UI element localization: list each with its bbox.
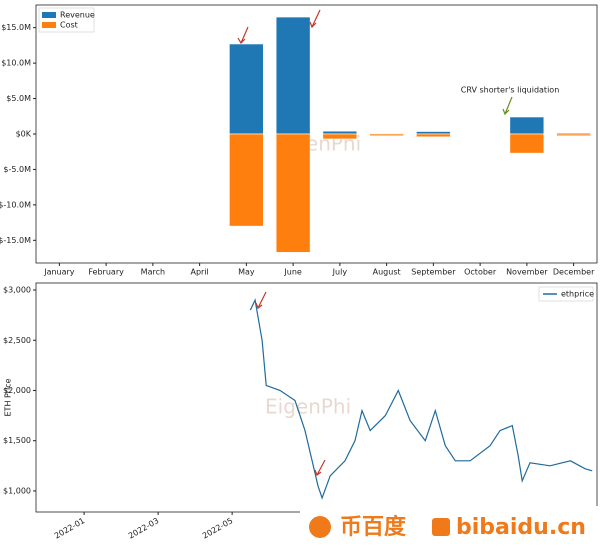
y-tick-label: $1,000 — [3, 486, 31, 495]
legend-swatch — [42, 12, 56, 18]
x-tick-label: November — [506, 268, 548, 277]
arrow — [502, 96, 513, 116]
arrow — [309, 9, 321, 29]
banner-brand: 币百度 — [340, 514, 407, 540]
banner-logo — [309, 516, 331, 538]
y-tick-label: $-15.0M — [0, 236, 31, 245]
arrow — [255, 291, 267, 309]
bar — [509, 133, 545, 154]
bar — [229, 43, 264, 135]
plot-frame — [35, 4, 598, 264]
x-tick-label: August — [373, 268, 401, 277]
y-tick-label: $2,500 — [3, 336, 31, 345]
annotation: CRV shorter's liquidation — [461, 86, 560, 95]
banner-icon — [432, 518, 450, 536]
y-tick-label: $2,000 — [3, 386, 31, 395]
banner: 币百度 bibaidu.cn — [300, 506, 600, 548]
x-tick-label: July — [332, 268, 348, 277]
legend-swatch — [42, 22, 56, 28]
bar — [369, 133, 404, 137]
y-tick-label: $5.0M — [6, 94, 31, 103]
x-tick-label: January — [43, 268, 75, 277]
bar — [509, 116, 545, 135]
legend-box — [538, 286, 594, 302]
x-tick-label: October — [464, 268, 497, 277]
arrow — [314, 459, 326, 476]
bar — [322, 130, 358, 135]
y-tick-label: $-10.0M — [0, 200, 31, 209]
bar — [556, 133, 591, 137]
x-tick-label: September — [411, 268, 456, 277]
x-tick-label: April — [190, 268, 208, 277]
x-tick-label: February — [88, 268, 124, 277]
y-tick-label: $15.0M — [1, 23, 31, 32]
bar — [416, 131, 451, 135]
y-tick-label: $3,000 — [3, 286, 31, 295]
bar — [416, 133, 451, 138]
x-tick-label: March — [141, 268, 165, 277]
x-tick-label: December — [553, 268, 595, 277]
banner-site: bibaidu.cn — [456, 515, 586, 540]
arrows — [237, 9, 513, 476]
watermark: EigenPhi — [265, 395, 351, 419]
line — [249, 298, 593, 500]
y-tick-label: $-5.0M — [3, 165, 31, 174]
y-tick-label: $10.0M — [1, 59, 31, 68]
bar — [322, 133, 358, 140]
bar — [229, 133, 264, 227]
legend-label: Cost — [60, 21, 78, 30]
legend-label: Revenue — [60, 11, 95, 20]
x-tick-label: June — [283, 268, 302, 277]
y-tick-label: $0K — [16, 130, 32, 139]
legend-label: ethprice — [561, 290, 594, 299]
bar — [275, 133, 311, 253]
arrow — [237, 26, 249, 44]
y-tick-label: $1,500 — [3, 436, 31, 445]
y-axis-label: ETH Price — [4, 378, 13, 416]
bar — [275, 16, 311, 135]
x-tick-label: May — [238, 268, 255, 277]
